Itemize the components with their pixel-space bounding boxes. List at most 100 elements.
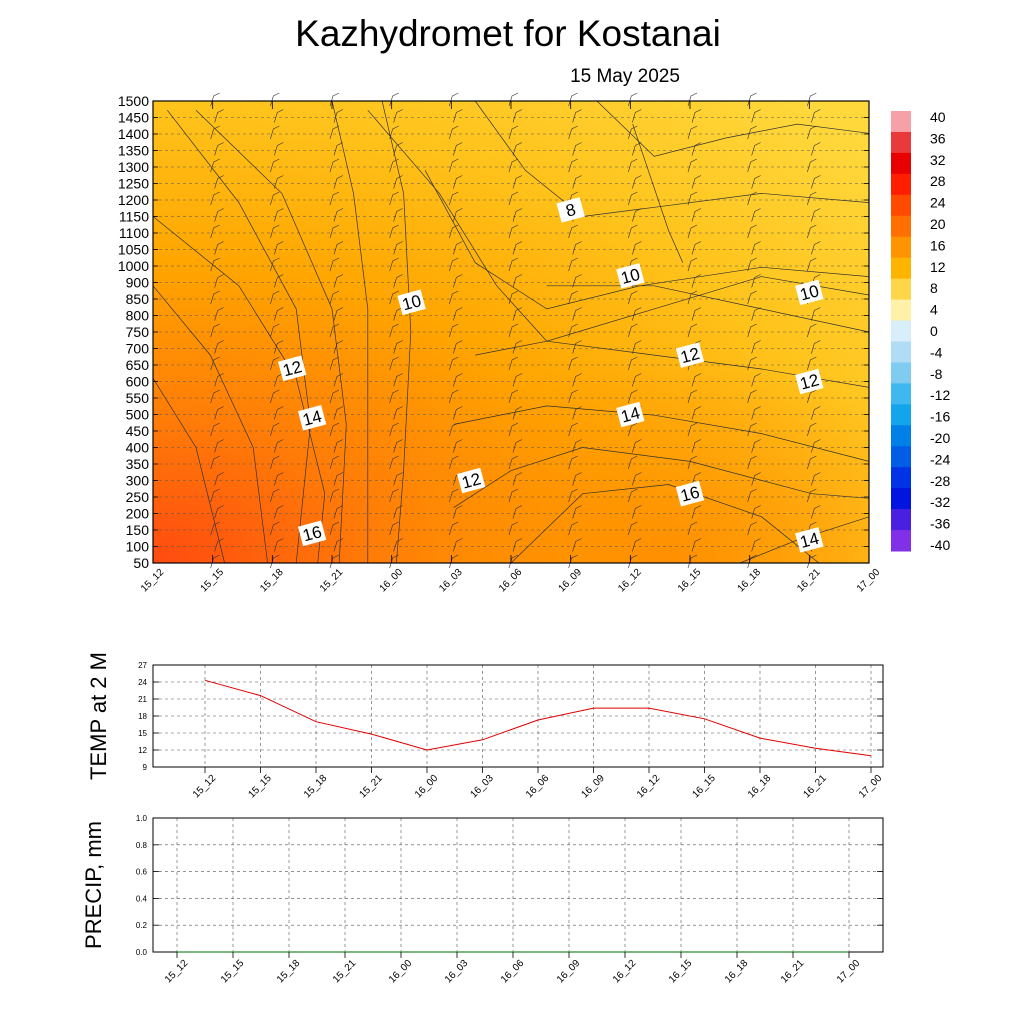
colorbar-label: -12: [930, 387, 950, 403]
wind-barb: [393, 505, 403, 519]
wind-barb: [687, 323, 698, 338]
wind-barb: [568, 356, 578, 371]
temperature-line: [204, 679, 872, 757]
wind-barb: [274, 340, 284, 354]
contour-label-box: [675, 342, 705, 368]
wind-barb: [691, 109, 702, 123]
wind-barb: [210, 488, 220, 503]
wind-barb: [751, 406, 761, 420]
colorbar-segment: [891, 131, 911, 154]
wind-barb: [691, 241, 702, 255]
wind-barb: [508, 158, 519, 173]
wind-barb: [747, 290, 757, 305]
chart-subtitle: 15 May 2025: [570, 66, 680, 87]
wind-barb: [333, 340, 344, 354]
wind-barb: [329, 455, 340, 470]
wind-barb: [274, 439, 284, 453]
wind-barb: [214, 373, 224, 387]
wind-barb: [747, 488, 757, 503]
wind-barb: [329, 290, 340, 305]
wind-barb: [628, 356, 638, 371]
wind-barb: [691, 472, 702, 486]
y-tick-label: 1400: [118, 126, 149, 142]
y-tick-label: 9: [143, 763, 148, 772]
contour-label-box: [556, 197, 585, 223]
x-tick-label: 15_15: [246, 773, 274, 801]
wind-barb: [807, 257, 817, 272]
wind-barb: [453, 208, 463, 222]
precipitation-frame: [152, 817, 884, 953]
wind-barb: [632, 142, 642, 156]
contour-label: 10: [619, 265, 642, 288]
wind-barb: [512, 406, 523, 420]
x-tick-label: 17_00: [835, 958, 863, 986]
colorbar-segment: [891, 404, 911, 426]
wind-barb: [393, 439, 403, 453]
colorbar-segment: [891, 111, 911, 133]
y-tick-label: 300: [126, 473, 150, 489]
wind-barb: [632, 340, 642, 354]
wind-barb: [453, 109, 463, 123]
wind-barb: [389, 191, 399, 206]
wind-barb: [572, 175, 582, 189]
y-tick-label: 200: [126, 506, 150, 522]
temperature-contour-line: [331, 100, 369, 563]
wind-barb: [210, 389, 220, 404]
y-tick-label: 12: [138, 746, 147, 755]
wind-barb: [270, 521, 280, 536]
x-tick-label: 17_00: [855, 567, 883, 595]
wind-barb: [512, 241, 523, 255]
wind-barb: [329, 224, 340, 239]
temperature-x-ticks: 15_12 15_15 15_18 15_21 16_00 16_03 16_06 16_09…: [191, 767, 885, 800]
wind-barb: [389, 323, 399, 338]
wind-barb: [508, 356, 519, 371]
wind-barb: [512, 142, 523, 156]
wind-barb: [274, 406, 284, 420]
wind-barb: [274, 175, 284, 189]
wind-barb: [453, 439, 463, 453]
wind-barb: [270, 455, 280, 470]
contour-label: 12: [798, 370, 821, 393]
contour-label-box: [795, 279, 824, 306]
wind-barb: [628, 92, 638, 107]
wind-barb: [449, 224, 459, 239]
wind-barb: [453, 274, 463, 288]
wind-barb: [389, 422, 399, 437]
wind-barb: [210, 521, 220, 536]
wind-barb: [389, 290, 399, 305]
colorbar-segment: [891, 236, 911, 259]
wind-barb: [393, 307, 403, 321]
wind-barb: [210, 323, 220, 338]
wind-barb: [389, 389, 399, 404]
colorbar-segment: [891, 152, 911, 175]
x-tick-label: 15_18: [258, 567, 286, 595]
wind-barb: [628, 455, 638, 470]
wind-barb: [393, 340, 403, 354]
wind-barb: [807, 422, 817, 437]
wind-barb: [449, 92, 459, 107]
wind-barb: [508, 191, 519, 206]
wind-barb: [691, 307, 702, 321]
colorbar-label: -28: [930, 473, 950, 489]
colorbar-segment: [891, 299, 911, 322]
wind-barb: [811, 175, 821, 189]
x-tick-label: 16_06: [497, 567, 525, 595]
wind-barb: [214, 307, 224, 321]
contour-label: 16: [301, 522, 324, 545]
wind-barb: [687, 455, 698, 470]
y-tick-label: 50: [133, 555, 149, 571]
y-tick-label: 1100: [119, 225, 149, 241]
wind-barb: [628, 422, 638, 437]
colorbar-label: 8: [930, 280, 938, 296]
wind-barb: [508, 257, 519, 272]
wind-barb: [632, 109, 642, 123]
x-tick-label: 15_12: [191, 773, 219, 801]
wind-barb: [747, 224, 757, 239]
wind-barb: [691, 208, 702, 222]
wind-barb: [393, 109, 403, 123]
wind-barb: [214, 241, 224, 255]
contour-label-box: [297, 520, 327, 547]
x-tick-label: 16_03: [468, 773, 496, 801]
wind-barb: [628, 521, 638, 536]
